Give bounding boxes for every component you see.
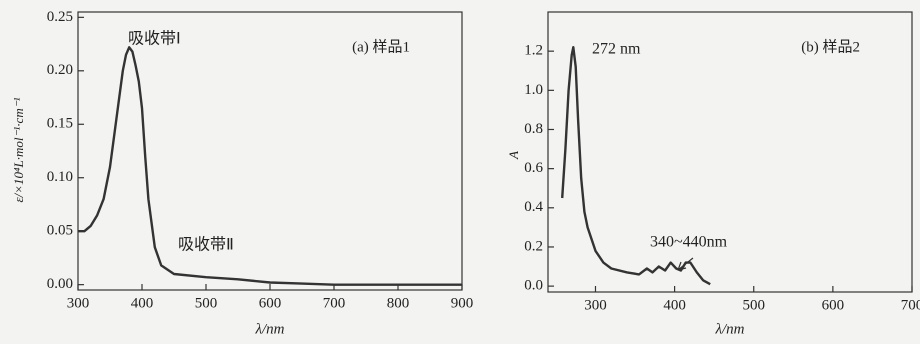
annotation: 吸收带Ⅰ [128,30,181,48]
x-tick-label: 700 [323,295,346,311]
data-line [78,46,462,286]
annotation: 吸收带Ⅱ [178,236,234,254]
x-axis-label: λ/nm [255,321,285,337]
annotation: 340~440nm [650,234,728,251]
y-tick-label: 0.15 [47,116,73,132]
x-tick-label: 300 [67,295,90,311]
x-tick-label: 600 [822,297,845,313]
x-tick-label: 300 [584,297,607,313]
y-tick-label: 0.05 [47,223,73,239]
y-tick-label: 0.4 [524,199,543,215]
x-tick-label: 600 [259,295,282,311]
y-axis-label: ε/×10⁴L·mol⁻¹·cm⁻¹ [11,97,26,202]
y-tick-label: 1.0 [524,82,543,98]
y-tick-label: 0.20 [47,62,73,78]
y-tick-label: 0.2 [524,238,543,254]
x-tick-label: 800 [387,295,410,311]
x-axis-label: λ/nm [715,321,745,337]
x-tick-label: 400 [131,295,154,311]
panel-label: (b) 样品2 [801,38,860,55]
x-tick-label: 500 [742,297,765,313]
y-tick-label: 1.2 [524,43,543,59]
x-tick-label: 900 [451,295,474,311]
y-tick-label: 0.0 [524,278,543,294]
annotation: 272 nm [592,41,641,58]
y-axis-label: A [506,151,521,160]
panel-label: (a) 样品1 [352,38,410,55]
x-tick-label: 700 [901,297,920,313]
x-tick-label: 400 [663,297,686,313]
x-tick-label: 500 [195,295,218,311]
data-line [561,46,711,286]
y-tick-label: 0.00 [47,276,73,292]
y-tick-label: 0.8 [524,121,543,137]
y-tick-label: 0.25 [47,9,73,25]
plot-frame [547,11,913,293]
y-tick-label: 0.10 [47,169,73,185]
y-tick-label: 0.6 [524,160,543,176]
